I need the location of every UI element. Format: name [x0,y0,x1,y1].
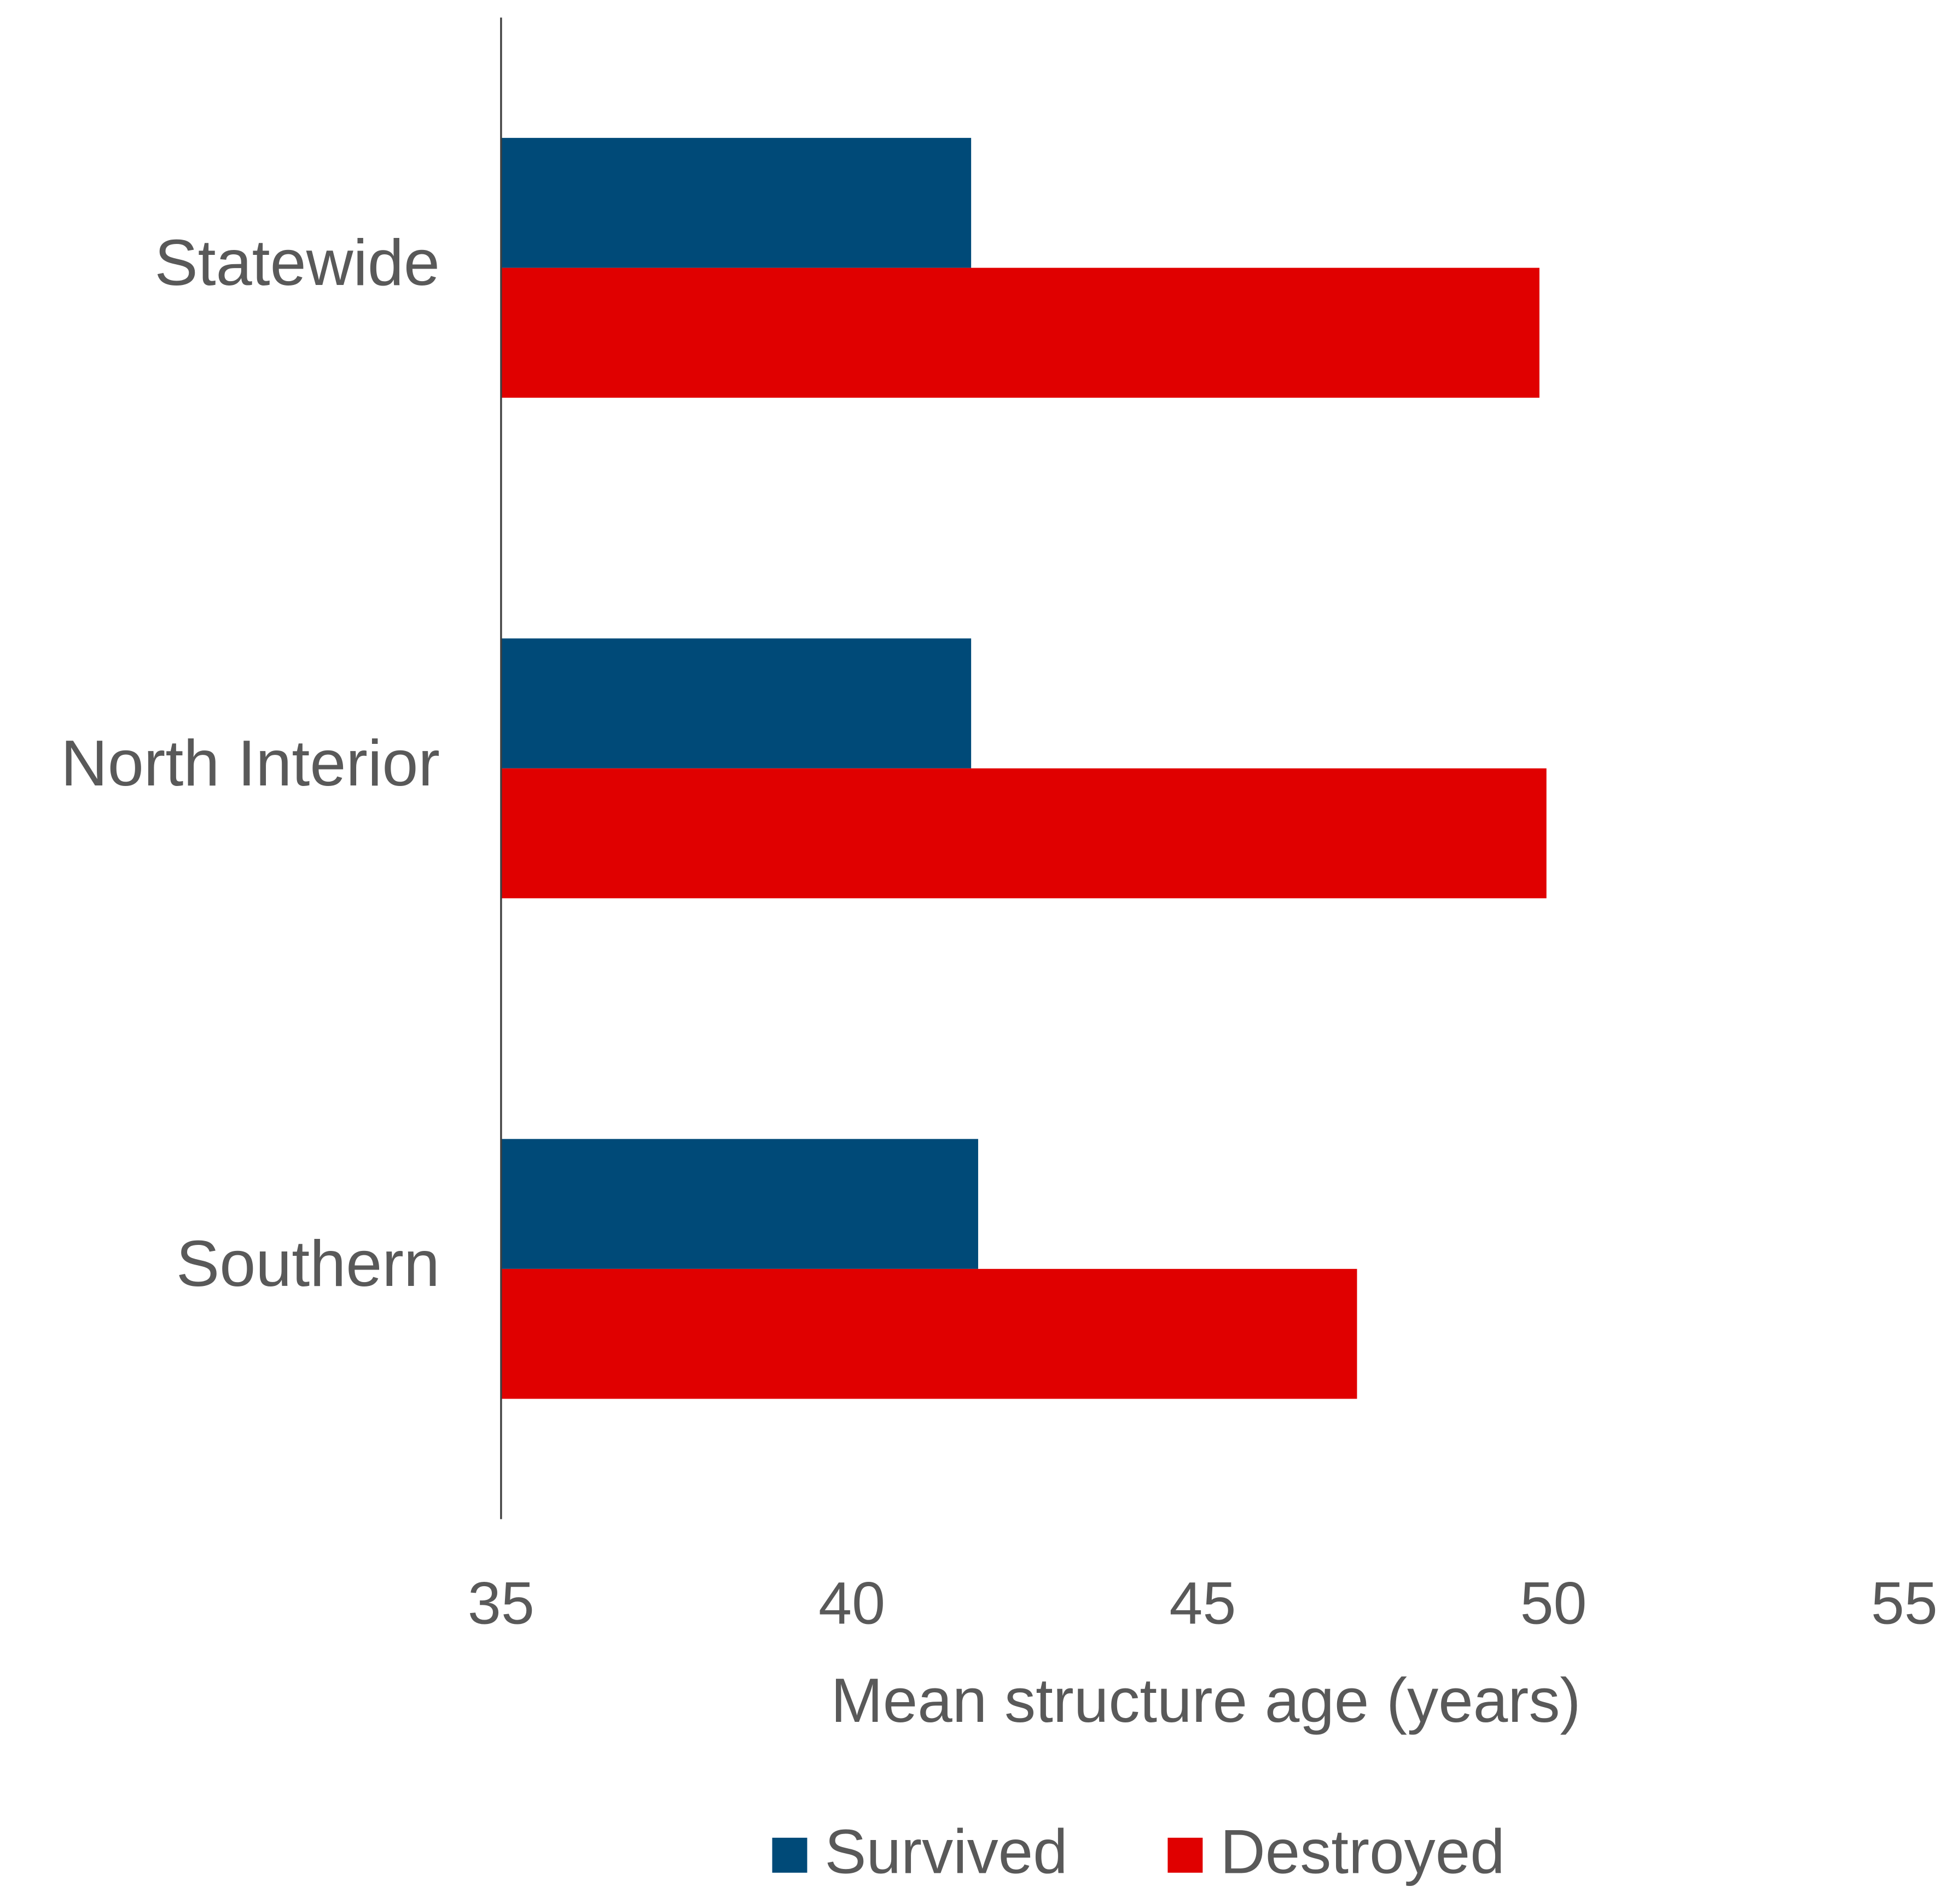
bar [501,1139,978,1269]
x-tick-label: 55 [1871,1570,1938,1637]
bar [501,1268,1357,1399]
x-tick-label: 50 [1520,1570,1587,1637]
bar [501,638,972,768]
legend-swatch [772,1837,807,1873]
bar [501,267,1539,398]
legend-label: Destroyed [1220,1817,1504,1886]
y-tick-label: Southern [176,1227,440,1300]
y-tick-label: Statewide [154,226,440,299]
bar [501,768,1547,899]
bar [501,138,972,268]
x-tick-label: 40 [818,1570,885,1637]
x-tick-label: 45 [1169,1570,1236,1637]
x-tick-label: 35 [468,1570,534,1637]
legend-swatch [1167,1837,1203,1873]
legend-label: Survived [824,1817,1067,1886]
y-tick-label: North Interior [61,727,440,800]
x-axis-title: Mean structure age (years) [831,1666,1581,1736]
